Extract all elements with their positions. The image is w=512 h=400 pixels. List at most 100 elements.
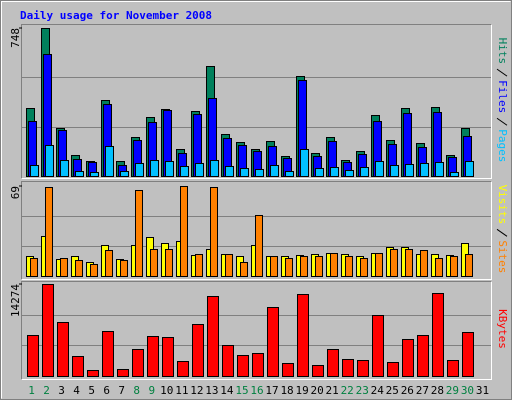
- bar: [372, 315, 384, 377]
- bar: [450, 172, 459, 177]
- x-tick-label: 28: [431, 384, 444, 397]
- bar: [357, 360, 369, 377]
- bar: [120, 171, 129, 177]
- legend-label: Sites: [496, 240, 509, 273]
- chart-title: Daily usage for November 2008: [20, 9, 212, 22]
- x-tick-label: 16: [250, 384, 263, 397]
- x-tick-label: 4: [73, 384, 80, 397]
- bar: [300, 256, 308, 277]
- bar: [402, 339, 414, 377]
- bar: [360, 167, 369, 177]
- bar: [462, 332, 474, 377]
- legend: Hits Files Pages: [496, 38, 509, 163]
- x-tick-label: 18: [280, 384, 293, 397]
- bar: [447, 360, 459, 377]
- bar: [270, 165, 279, 177]
- bar: [330, 253, 338, 277]
- x-tick-label: 6: [103, 384, 110, 397]
- x-tick-label: 29: [446, 384, 459, 397]
- bar: [255, 215, 263, 277]
- bar: [387, 362, 399, 377]
- bar: [255, 169, 264, 177]
- x-tick-label: 21: [326, 384, 339, 397]
- bar: [390, 165, 399, 177]
- x-tick-label: 30: [461, 384, 474, 397]
- bar: [225, 166, 234, 177]
- bar: [282, 363, 294, 377]
- bar: [420, 250, 428, 277]
- legend-label: Pages: [496, 129, 509, 162]
- legend: KBytes: [496, 309, 509, 349]
- bar: [360, 258, 368, 277]
- legend-label: Visits: [496, 185, 509, 225]
- bar: [210, 187, 218, 277]
- x-tick-label: 1: [28, 384, 35, 397]
- bar: [300, 149, 309, 177]
- bar: [240, 168, 249, 177]
- x-tick-label: 17: [265, 384, 278, 397]
- legend-label: Hits: [496, 38, 509, 65]
- bar: [177, 361, 189, 377]
- bar: [57, 322, 69, 377]
- bar: [297, 294, 309, 377]
- x-tick-label: 3: [58, 384, 65, 397]
- bar: [237, 355, 249, 377]
- bar: [30, 165, 39, 177]
- bar: [102, 331, 114, 377]
- bar: [147, 336, 159, 377]
- bar: [60, 160, 69, 177]
- bar: [390, 249, 398, 277]
- bar: [342, 359, 354, 377]
- bar: [252, 353, 264, 377]
- bar: [60, 258, 68, 277]
- bar: [27, 335, 39, 377]
- x-tick-label: 27: [416, 384, 429, 397]
- bar: [375, 253, 383, 277]
- bar: [195, 163, 204, 177]
- bar: [240, 262, 248, 277]
- bar: [45, 145, 54, 177]
- bar: [90, 264, 98, 277]
- legend-separator: [496, 228, 508, 237]
- x-tick-label: 7: [118, 384, 125, 397]
- bar: [180, 186, 188, 277]
- x-tick-label: 19: [295, 384, 308, 397]
- bar: [465, 161, 474, 177]
- legend-label: Files: [496, 80, 509, 113]
- bar: [420, 163, 429, 177]
- bar: [405, 164, 414, 177]
- x-tick-label: 8: [133, 384, 140, 397]
- bar: [345, 170, 354, 177]
- bar: [90, 172, 99, 177]
- x-tick-label: 9: [148, 384, 155, 397]
- x-tick-label: 23: [356, 384, 369, 397]
- x-tick-label: 13: [205, 384, 218, 397]
- bar: [375, 161, 384, 177]
- x-tick-label: 25: [386, 384, 399, 397]
- bar: [285, 171, 294, 177]
- bar: [222, 345, 234, 377]
- bar: [270, 256, 278, 277]
- x-tick-label: 22: [341, 384, 354, 397]
- x-tick-label: 24: [371, 384, 385, 397]
- bar: [45, 187, 53, 277]
- bar: [135, 190, 143, 277]
- bar: [192, 324, 204, 377]
- bar: [165, 161, 174, 177]
- x-tick-label: 5: [88, 384, 95, 397]
- bar: [180, 166, 189, 177]
- legend-separator: [496, 68, 508, 77]
- legend-label: KBytes: [496, 309, 509, 349]
- x-tick-label: 26: [401, 384, 414, 397]
- bar: [87, 370, 99, 377]
- y-tick-label: 748: [9, 28, 22, 48]
- bar: [285, 258, 293, 277]
- x-tick-label: 31: [476, 384, 489, 397]
- bar: [267, 307, 279, 377]
- bar: [150, 249, 158, 277]
- panel-bevel: [21, 281, 492, 380]
- bar: [315, 168, 324, 177]
- bar: [312, 365, 324, 377]
